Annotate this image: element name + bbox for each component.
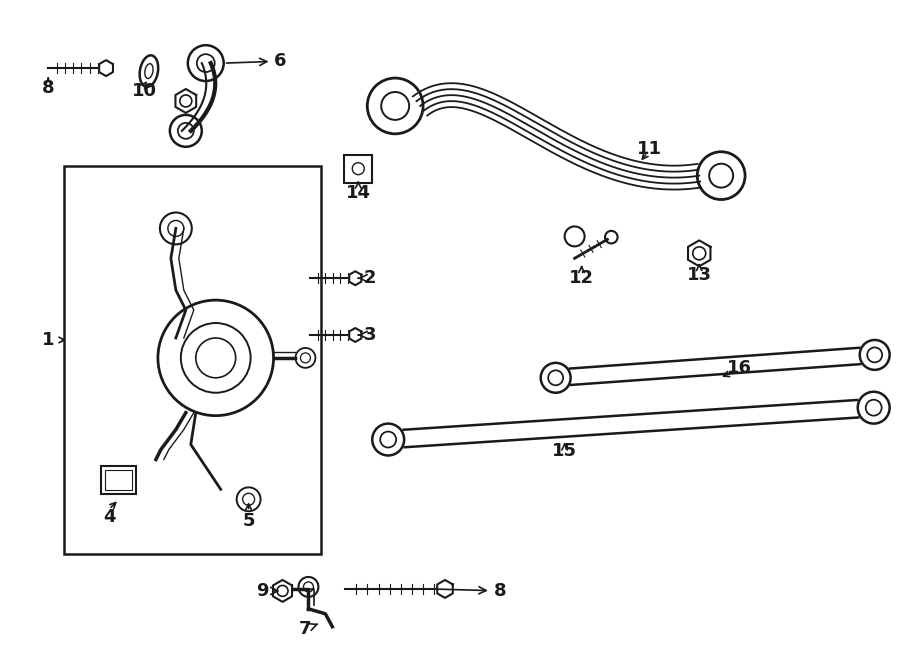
Text: 2: 2 <box>358 269 376 287</box>
Text: 8: 8 <box>42 79 55 97</box>
Text: 12: 12 <box>569 269 594 287</box>
Text: 4: 4 <box>103 508 115 526</box>
Text: 13: 13 <box>687 266 712 284</box>
Text: 14: 14 <box>346 183 371 202</box>
Text: 7: 7 <box>299 620 318 638</box>
Polygon shape <box>688 240 710 266</box>
Bar <box>64 166 321 554</box>
Text: 8: 8 <box>433 582 506 600</box>
Bar <box>101 467 136 495</box>
Text: 6: 6 <box>227 52 287 70</box>
Text: 10: 10 <box>131 82 157 100</box>
Text: 9: 9 <box>256 582 278 600</box>
Text: 5: 5 <box>242 512 255 530</box>
Text: 1: 1 <box>42 331 55 349</box>
Polygon shape <box>349 328 361 342</box>
Ellipse shape <box>140 56 158 87</box>
Polygon shape <box>273 580 292 602</box>
Text: 16: 16 <box>726 359 752 377</box>
Text: 15: 15 <box>552 442 577 461</box>
Text: 3: 3 <box>358 326 376 344</box>
Text: 11: 11 <box>637 140 662 158</box>
Polygon shape <box>437 580 453 598</box>
Ellipse shape <box>145 64 153 79</box>
Polygon shape <box>349 271 361 285</box>
Polygon shape <box>176 89 196 113</box>
Bar <box>105 471 132 491</box>
Polygon shape <box>99 60 113 76</box>
Bar <box>345 155 373 183</box>
